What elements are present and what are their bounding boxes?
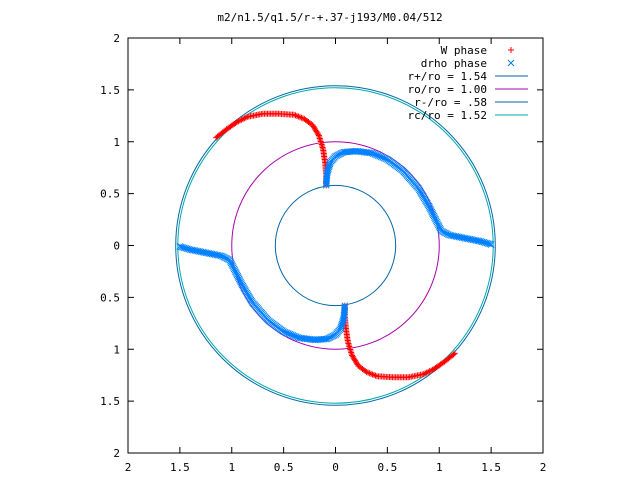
series-layer — [175, 85, 496, 406]
legend-label: rc/ro = 1.52 — [408, 109, 487, 122]
w-phase-point — [233, 119, 240, 126]
circle-r+/ro = 1.54 — [175, 85, 496, 406]
w-phase-point — [425, 368, 432, 375]
y-tick-label: 1 — [113, 136, 120, 149]
w-phase-point — [372, 372, 379, 379]
legend-label: drho phase — [421, 57, 487, 70]
legend-label: r+/ro = 1.54 — [408, 70, 488, 83]
chart-title: m2/n1.5/q1.5/r-+.37-j193/M0.04/512 — [217, 11, 442, 24]
legend-label: ro/ro = 1.00 — [408, 83, 487, 96]
y-tick-label: 2 — [113, 447, 120, 460]
drho-phase-point — [487, 241, 495, 248]
w-phase-point — [235, 118, 242, 125]
w-phase-point — [293, 112, 300, 119]
w-phase-point — [296, 114, 303, 121]
w-phase-point — [242, 114, 249, 121]
y-tick-label: 2 — [113, 32, 120, 45]
drho-phase-point — [178, 243, 185, 251]
x-tick-label: 2 — [540, 461, 547, 474]
legend-label: W phase — [441, 44, 487, 57]
w-phase-point — [241, 115, 248, 122]
w-phase-point — [295, 113, 302, 120]
w-phase-point — [315, 131, 322, 138]
circle-r-/ro = .58 — [274, 184, 397, 307]
w-phase-point — [291, 111, 297, 118]
y-tick-label: 0.5 — [100, 291, 120, 304]
y-tick-label: 1.5 — [100, 84, 120, 97]
w-phase-point — [429, 366, 436, 373]
w-phase-point — [423, 369, 430, 376]
drho-phase-point — [176, 243, 184, 250]
w-phase-point — [369, 371, 376, 378]
w-phase-point — [426, 368, 433, 375]
drho-phase-point — [486, 240, 493, 248]
circle-rc/ro = 1.52 — [177, 87, 494, 404]
x-tick-label: 0 — [332, 461, 339, 474]
x-tick-label: 1.5 — [481, 461, 501, 474]
w-phase-point — [298, 114, 305, 121]
w-phase-point — [236, 117, 243, 124]
series-W phase — [213, 110, 458, 381]
w-phase-point — [349, 353, 356, 360]
x-tick-label: 0.5 — [377, 461, 397, 474]
w-phase-point — [431, 365, 438, 372]
legend-swatch — [508, 47, 514, 53]
circle-ro/ro = 1.00 — [231, 141, 440, 350]
w-phase-point — [371, 372, 378, 379]
w-phase-point — [292, 112, 299, 119]
x-tick-label: 0.5 — [274, 461, 294, 474]
y-tick-label: 1 — [113, 343, 120, 356]
y-tick-label: 0 — [113, 240, 120, 253]
w-phase-point — [374, 373, 380, 380]
x-tick-label: 2 — [125, 461, 132, 474]
w-phase-point — [368, 370, 375, 377]
x-tick-label: 1 — [228, 461, 235, 474]
y-tick-label: 0.5 — [100, 188, 120, 201]
w-phase-point — [238, 116, 245, 123]
legend-label: r-/ro = .58 — [414, 96, 487, 109]
x-tick-label: 1.5 — [170, 461, 190, 474]
y-tick-label: 1.5 — [100, 395, 120, 408]
legend-swatch — [507, 59, 515, 67]
w-phase-point — [366, 370, 373, 377]
x-tick-label: 1 — [436, 461, 443, 474]
w-phase-point — [239, 116, 246, 123]
series-drho phase — [176, 147, 495, 344]
w-phase-point — [428, 367, 435, 374]
axis-ticks: 2 1.5 1 0.5 0 0.5 1 1.5 221.510.500.511.52 — [100, 32, 546, 474]
w-phase-point — [422, 370, 429, 377]
